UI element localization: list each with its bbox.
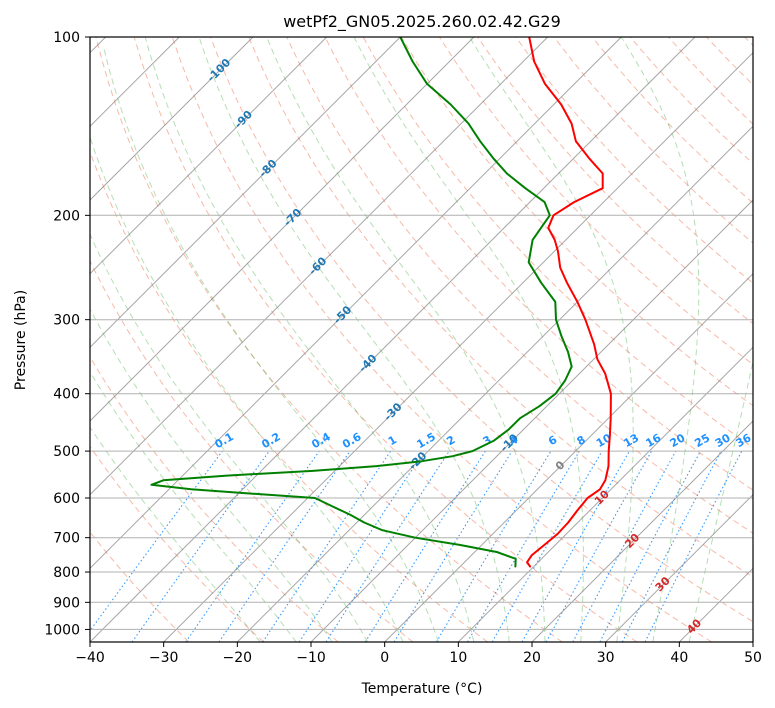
isotherm-line (236, 125, 753, 642)
dry-adiabat-line (90, 259, 414, 642)
moist-adiabat-line (198, 37, 510, 642)
moist-adiabat-line (90, 135, 404, 642)
dry-adiabat-line (133, 37, 638, 642)
x-axis-ticks: −40 −30 −20 −10 0 10 20 30 40 50 (75, 642, 762, 666)
moist-adiabat-line (266, 37, 546, 642)
temperature-trace (526, 37, 612, 568)
x-tick-label: 0 (380, 650, 389, 666)
y-tick-label: 500 (53, 444, 80, 460)
isotherm-line (90, 37, 254, 201)
y-tick-label: 100 (53, 30, 80, 46)
x-tick-label: −10 (296, 650, 326, 666)
y-axis-label: Pressure (hPa) (13, 290, 29, 390)
moist-adiabat-line (620, 37, 700, 642)
moist-adiabat-line (144, 37, 475, 642)
mixing-ratio-line (545, 450, 653, 642)
x-tick-label: 30 (597, 650, 615, 666)
y-axis-ticks: 100 200 300 400 500 600 700 800 900 1000 (44, 30, 90, 638)
isotherm-line (90, 37, 328, 275)
isotherm-line (90, 37, 401, 349)
mixing-ratio-line (325, 450, 450, 642)
plot-frame (89, 36, 754, 643)
isotherm-line (605, 493, 753, 642)
mixing-ratio-label: 36 (734, 431, 754, 450)
isobar-gridlines (90, 37, 753, 630)
x-tick-label: −20 (223, 650, 253, 666)
moist-adiabat-line (688, 358, 753, 642)
dry-adiabat-line (248, 37, 753, 578)
dry-adiabat-line (324, 37, 753, 491)
y-tick-label: 600 (53, 491, 80, 507)
mixing-ratio-lines (90, 450, 743, 642)
moist-adiabat-line (90, 426, 261, 642)
y-tick-label: 300 (53, 313, 80, 329)
isotherm-line (163, 51, 753, 642)
dry-adiabat-line (515, 37, 753, 284)
mixing-ratio-line (393, 450, 513, 642)
isotherm-line (457, 346, 753, 642)
moist-adiabat-line (90, 308, 333, 642)
dry-adiabat-line (286, 37, 753, 534)
y-tick-label: 1000 (44, 622, 80, 638)
y-tick-label: 900 (53, 595, 80, 611)
isotherm-line (531, 420, 753, 642)
mixing-ratio-line (521, 450, 630, 642)
x-axis-label: Temperature (°C) (361, 681, 483, 697)
mixing-ratio-line (218, 450, 351, 642)
y-tick-label: 700 (53, 531, 80, 547)
moist-adiabat-line (103, 49, 439, 642)
isotherm-lines (90, 37, 753, 642)
x-tick-label: 10 (449, 650, 467, 666)
dry-adiabat-line (95, 37, 563, 642)
profile-traces (150, 37, 612, 568)
dry-adiabat-line (210, 37, 753, 623)
isotherm-line (90, 37, 475, 422)
y-tick-label: 400 (53, 387, 80, 403)
chart-title: wetPf2_GN05.2025.260.02.42.G29 (283, 12, 561, 32)
mixing-ratio-line (131, 450, 270, 642)
isotherm-line (90, 37, 696, 642)
mixing-ratio-line (298, 450, 425, 642)
moist-adiabat-line (353, 37, 584, 642)
isotherm-line (90, 37, 549, 496)
y-tick-label: 800 (53, 565, 80, 581)
dry-adiabat-line (90, 445, 264, 642)
x-tick-label: 50 (744, 650, 762, 666)
mixing-ratio-line (572, 450, 677, 642)
isotherm-line (90, 37, 622, 570)
x-tick-label: 40 (670, 650, 688, 666)
mixing-ratio-line (644, 450, 743, 642)
mixing-ratio-line (262, 450, 392, 642)
dry-adiabat-line (90, 356, 339, 642)
x-tick-label: −40 (75, 650, 105, 666)
isotherm-line (310, 199, 753, 642)
isotherm-line (384, 272, 753, 642)
dewpoint-trace (150, 37, 573, 568)
dry-adiabat-line (171, 37, 712, 642)
mixing-ratio-line (90, 450, 223, 632)
x-tick-label: 20 (523, 650, 541, 666)
y-tick-label: 200 (53, 208, 80, 224)
x-tick-label: −30 (149, 650, 179, 666)
dry-adiabats (90, 37, 753, 642)
mixing-ratio-line (185, 450, 320, 642)
